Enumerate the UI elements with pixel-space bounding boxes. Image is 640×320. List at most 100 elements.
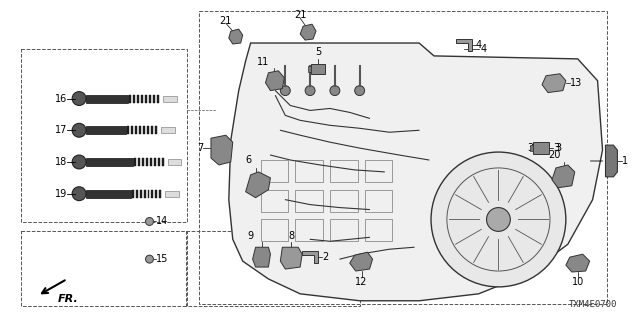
- Bar: [138, 158, 140, 166]
- Circle shape: [145, 255, 154, 263]
- Bar: [308, 66, 311, 72]
- Bar: [140, 190, 141, 198]
- Text: FR.: FR.: [58, 294, 78, 304]
- Bar: [131, 126, 133, 134]
- Bar: [165, 191, 179, 197]
- Text: 19: 19: [55, 189, 67, 199]
- Bar: [163, 96, 177, 101]
- Bar: [159, 190, 161, 198]
- Polygon shape: [253, 247, 271, 267]
- Text: 20: 20: [548, 150, 560, 160]
- Polygon shape: [228, 43, 602, 301]
- Bar: [161, 127, 175, 133]
- Bar: [138, 95, 140, 102]
- Bar: [132, 190, 134, 198]
- Bar: [150, 158, 152, 166]
- Circle shape: [72, 155, 86, 169]
- Bar: [330, 220, 358, 241]
- Polygon shape: [456, 39, 472, 51]
- Bar: [295, 190, 323, 212]
- Bar: [146, 158, 148, 166]
- Bar: [147, 190, 150, 198]
- Circle shape: [72, 92, 86, 106]
- Polygon shape: [552, 165, 575, 188]
- Circle shape: [145, 218, 154, 225]
- Text: 16: 16: [55, 93, 67, 104]
- Circle shape: [280, 86, 291, 96]
- Text: 6: 6: [246, 155, 252, 165]
- Text: 17: 17: [55, 125, 67, 135]
- Bar: [141, 95, 143, 102]
- Bar: [157, 95, 159, 102]
- Bar: [295, 220, 323, 241]
- Bar: [260, 220, 288, 241]
- Text: 21: 21: [220, 16, 232, 26]
- Bar: [20, 231, 187, 306]
- Bar: [20, 49, 187, 222]
- Text: 13: 13: [570, 78, 582, 88]
- Bar: [168, 159, 182, 165]
- Bar: [295, 160, 323, 182]
- Text: TXM4E0700: TXM4E0700: [569, 300, 618, 309]
- Polygon shape: [280, 247, 302, 269]
- Circle shape: [305, 86, 315, 96]
- Bar: [143, 190, 145, 198]
- Bar: [330, 160, 358, 182]
- Circle shape: [486, 208, 510, 231]
- Text: 9: 9: [248, 231, 253, 241]
- Text: 3: 3: [555, 143, 561, 153]
- Bar: [162, 158, 164, 166]
- Bar: [157, 158, 159, 166]
- Bar: [86, 95, 129, 102]
- Bar: [143, 126, 145, 134]
- Polygon shape: [246, 172, 271, 198]
- Polygon shape: [228, 29, 243, 44]
- Bar: [147, 126, 149, 134]
- Bar: [530, 145, 533, 151]
- Bar: [86, 158, 133, 166]
- Bar: [365, 160, 392, 182]
- Text: 4: 4: [481, 44, 486, 54]
- Text: 8: 8: [288, 231, 294, 241]
- Polygon shape: [300, 24, 316, 40]
- Bar: [127, 126, 129, 134]
- Bar: [199, 11, 607, 304]
- Bar: [139, 126, 141, 134]
- Text: 5: 5: [315, 47, 321, 57]
- Text: 1: 1: [622, 156, 628, 166]
- Bar: [152, 190, 154, 198]
- Circle shape: [355, 86, 365, 96]
- Bar: [330, 190, 358, 212]
- Text: 18: 18: [55, 157, 67, 167]
- Circle shape: [431, 152, 566, 287]
- Text: 15: 15: [156, 254, 169, 264]
- Text: 4: 4: [476, 40, 482, 50]
- Circle shape: [72, 187, 86, 201]
- Bar: [151, 126, 153, 134]
- Text: 11: 11: [257, 57, 269, 67]
- Bar: [133, 95, 136, 102]
- Bar: [129, 95, 131, 102]
- Text: 3: 3: [527, 143, 533, 153]
- Bar: [153, 95, 155, 102]
- Polygon shape: [566, 254, 589, 272]
- Bar: [155, 126, 157, 134]
- Bar: [533, 142, 549, 154]
- Circle shape: [72, 123, 86, 137]
- Polygon shape: [605, 145, 618, 177]
- Bar: [186, 231, 360, 306]
- Bar: [134, 158, 136, 166]
- Bar: [156, 190, 157, 198]
- Bar: [365, 190, 392, 212]
- Polygon shape: [542, 74, 566, 92]
- Bar: [86, 190, 131, 198]
- Text: 2: 2: [322, 252, 328, 262]
- Text: 3: 3: [553, 143, 559, 153]
- Text: 14: 14: [156, 216, 169, 227]
- Text: 12: 12: [355, 277, 368, 287]
- Bar: [311, 64, 325, 74]
- Bar: [142, 158, 144, 166]
- Polygon shape: [266, 71, 284, 91]
- Text: 10: 10: [572, 277, 584, 287]
- Bar: [260, 160, 288, 182]
